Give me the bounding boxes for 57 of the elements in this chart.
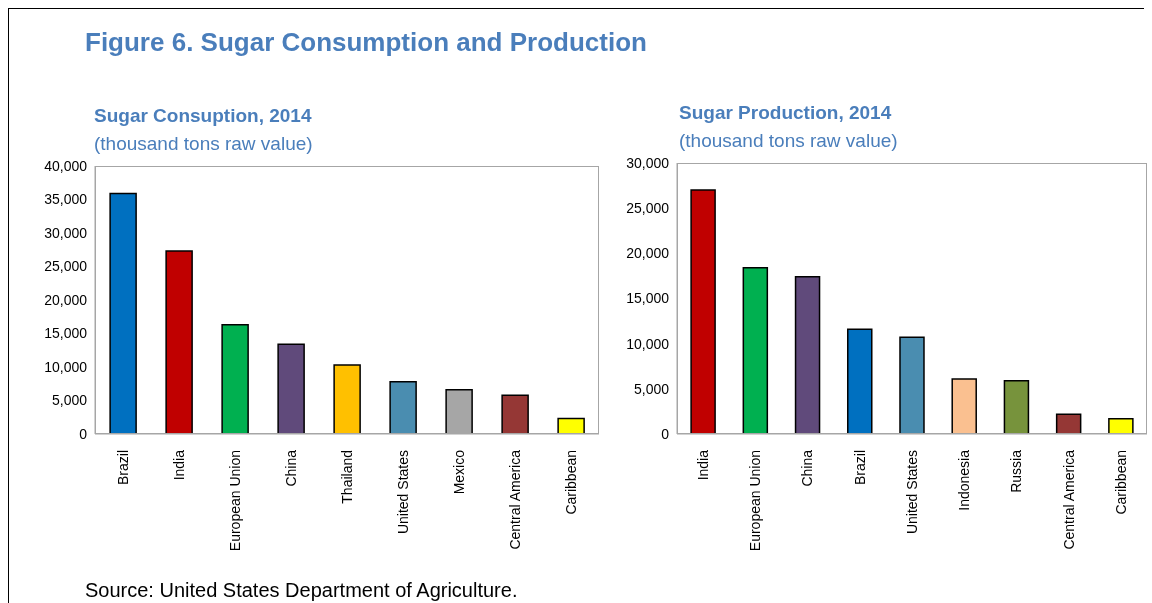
y-tick-label: 25,000: [44, 258, 88, 275]
x-tick-label: India: [695, 449, 712, 481]
y-tick-label: 20,000: [44, 291, 88, 308]
bar: [109, 192, 137, 434]
y-tick-label: 25,000: [626, 200, 670, 217]
caption: Figure 6. Sugar Consumption and Production: [85, 27, 647, 58]
x-tick-label: European Union: [747, 450, 764, 552]
x-tick-label: Caribbean: [562, 450, 579, 515]
x-tick-label: Thailand: [338, 450, 355, 504]
y-tick-label: 30,000: [44, 224, 88, 241]
x-tick-label: United States: [903, 450, 920, 535]
x-tick-label: Brazil: [114, 450, 131, 486]
x-tick-label: China: [799, 449, 816, 487]
y-tick-label: 5,000: [633, 380, 670, 397]
bar: [1108, 417, 1134, 434]
x-tick-label: India: [170, 449, 187, 481]
y-tick-label: 30,000: [626, 154, 670, 171]
y-tick-label: 5,000: [51, 392, 88, 409]
y-tick-label: 0: [661, 425, 670, 442]
bar: [742, 267, 769, 434]
y-tick-label: 35,000: [44, 191, 88, 208]
source-note: Source: United States Department of Agriculture.: [85, 579, 518, 602]
x-tick-label: Brazil: [851, 450, 868, 486]
x-tick-label: European Union: [226, 450, 243, 552]
x-tick-label: Mexico: [450, 449, 467, 495]
x-tick-label: Caribbean: [1112, 450, 1129, 515]
chart-subtitle: (thousand tons raw value): [679, 130, 898, 152]
x-tick-label: United States: [394, 450, 411, 535]
y-tick-label: 10,000: [626, 335, 670, 352]
x-tick-label: Russia: [1008, 449, 1025, 493]
bar: [690, 189, 716, 434]
x-tick-label: Central America: [506, 449, 523, 550]
bar: [951, 378, 977, 434]
bar: [333, 364, 361, 434]
bar: [1003, 379, 1030, 434]
x-tick-label: China: [282, 449, 299, 487]
y-tick-label: 0: [79, 425, 88, 442]
chart-title: Sugar Consuption, 2014: [94, 105, 312, 127]
chart-subtitle: (thousand tons raw value): [94, 133, 313, 155]
bar: [847, 328, 873, 434]
bar: [794, 276, 821, 434]
bar: [277, 343, 305, 434]
y-tick-label: 10,000: [44, 358, 88, 375]
bar: [501, 394, 529, 434]
chart-title: Sugar Production, 2014: [679, 102, 892, 124]
y-tick-label: 40,000: [44, 157, 88, 174]
bar: [165, 250, 193, 434]
bar: [557, 417, 585, 434]
x-tick-label: Central America: [1060, 449, 1077, 550]
bar: [1055, 413, 1082, 434]
x-tick-label: Indonesia: [956, 449, 973, 511]
y-tick-label: 15,000: [626, 290, 670, 307]
y-tick-label: 20,000: [626, 245, 670, 262]
bar: [221, 324, 249, 434]
bar: [389, 380, 417, 434]
y-tick-label: 15,000: [44, 325, 88, 342]
bar: [899, 336, 925, 434]
